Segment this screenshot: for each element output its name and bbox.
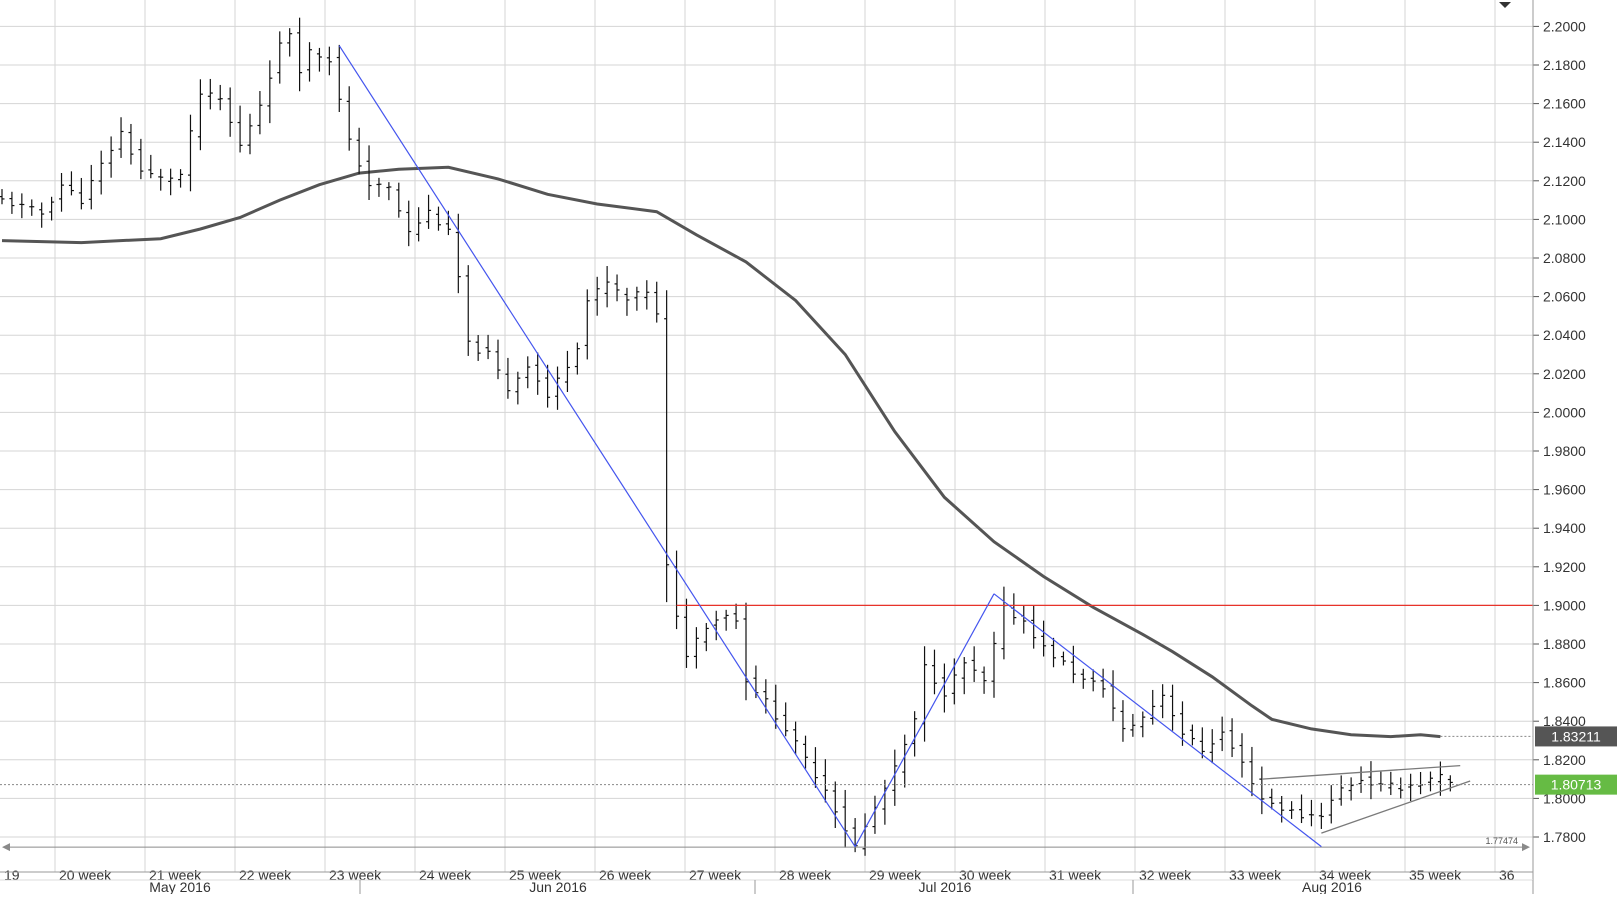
y-tick-label: 1.9600 — [1543, 482, 1586, 498]
week-label: 32 week — [1139, 867, 1192, 883]
y-tick-label: 1.9400 — [1543, 520, 1586, 536]
grid — [0, 0, 1533, 872]
week-label: 26 week — [599, 867, 652, 883]
trendline — [338, 45, 856, 847]
wedge-lower-line — [1321, 780, 1471, 834]
trendline — [854, 593, 995, 847]
week-label: 31 week — [1049, 867, 1102, 883]
week-label: 36 — [1499, 867, 1515, 883]
month-label: May 2016 — [149, 879, 211, 894]
y-tick-label: 1.7800 — [1543, 829, 1586, 845]
y-tick-label: 1.8400 — [1543, 713, 1586, 729]
y-tick-label: 2.1200 — [1543, 173, 1586, 189]
price-last-value: 1.80713 — [1551, 777, 1602, 793]
week-label: 20 week — [59, 867, 112, 883]
support-arrow-left-icon — [2, 843, 10, 852]
wedge-upper-line — [1261, 764, 1461, 780]
y-tick-label: 1.9800 — [1543, 443, 1586, 459]
price-badges: 1.83211 1.80713 — [1535, 726, 1617, 795]
y-tick-label: 2.2000 — [1543, 18, 1586, 34]
x-axis: 19 20 week 21 week 22 week 23 week 24 week 25 … — [0, 867, 1534, 895]
week-label: 34 week — [1319, 867, 1372, 883]
week-label: 25 week — [509, 867, 562, 883]
y-tick-label: 2.0800 — [1543, 250, 1586, 266]
y-tick-label: 2.1400 — [1543, 134, 1586, 150]
y-tick-label: 1.8200 — [1543, 752, 1586, 768]
annotation-lines: 1.77474 — [0, 45, 1533, 852]
week-label: 33 week — [1229, 867, 1282, 883]
y-tick-label: 1.8800 — [1543, 636, 1586, 652]
week-label: 27 week — [689, 867, 742, 883]
y-axis: 2.2000 2.1800 2.1600 2.1400 2.1200 2.1000 2.08… — [1532, 0, 1586, 894]
week-label: 35 week — [1409, 867, 1462, 883]
dropdown-arrow-icon[interactable] — [1499, 2, 1511, 8]
week-label: 23 week — [329, 867, 382, 883]
month-label: Aug 2016 — [1302, 879, 1362, 894]
y-tick-label: 1.9200 — [1543, 559, 1586, 575]
week-label: 24 week — [419, 867, 472, 883]
ma-last-value: 1.83211 — [1551, 728, 1601, 744]
week-label: 22 week — [239, 867, 292, 883]
price-last-badge — [1535, 774, 1617, 795]
week-label: 21 week — [149, 867, 202, 883]
ma-last-badge — [1535, 726, 1617, 747]
support-arrow-right-icon — [1522, 843, 1530, 852]
y-tick-label: 2.1600 — [1543, 96, 1586, 112]
week-label: 29 week — [869, 867, 922, 883]
moving-average-line — [1, 165, 1441, 739]
week-label: 28 week — [779, 867, 832, 883]
week-label: 19 — [4, 867, 20, 883]
y-tick-label: 2.0600 — [1543, 289, 1586, 305]
y-tick-label: 1.9000 — [1543, 597, 1586, 613]
y-tick-label: 2.0000 — [1543, 404, 1586, 420]
y-tick-label: 2.1000 — [1543, 211, 1586, 227]
week-label: 30 week — [959, 867, 1012, 883]
moving-average-layer — [1, 165, 1441, 739]
y-tick-label: 1.8600 — [1543, 675, 1586, 691]
support-line-label: 1.77474 — [1485, 836, 1518, 846]
y-tick-label: 2.0400 — [1543, 327, 1586, 343]
trendline — [993, 593, 1322, 848]
month-label: Jul 2016 — [919, 879, 972, 894]
month-label: Jun 2016 — [529, 879, 587, 894]
y-tick-label: 2.0200 — [1543, 366, 1586, 382]
y-tick-label: 2.1800 — [1543, 57, 1586, 73]
